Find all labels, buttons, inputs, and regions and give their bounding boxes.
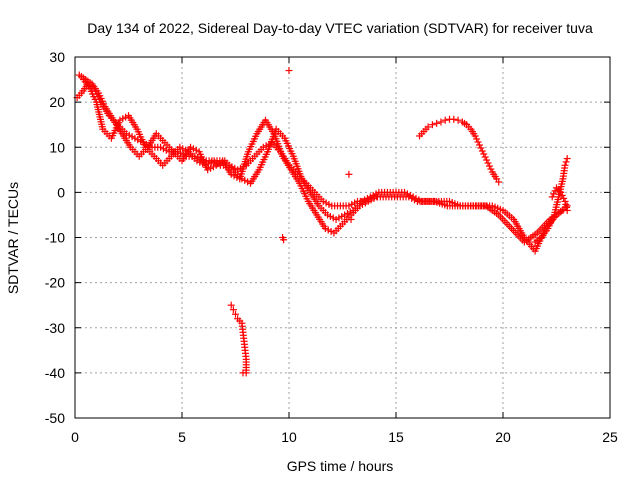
- data-point: [471, 132, 479, 140]
- data-point: [561, 161, 569, 169]
- x-tick-label: 20: [495, 429, 511, 445]
- plot-border: [74, 56, 611, 419]
- data-point: [563, 206, 571, 214]
- y-tick-label: 30: [49, 49, 65, 65]
- data-point: [548, 193, 556, 201]
- x-tick-label: 25: [602, 429, 618, 445]
- data-point: [450, 115, 458, 123]
- data-point: [280, 236, 288, 244]
- data-point: [227, 301, 235, 309]
- data-point: [232, 310, 239, 318]
- data-point: [345, 170, 353, 178]
- data-point: [437, 118, 445, 126]
- y-tick-label: 10: [49, 139, 65, 155]
- data-point: [433, 119, 441, 127]
- data-point: [562, 158, 570, 166]
- y-tick-label: -40: [45, 365, 65, 381]
- y-tick-label: -50: [45, 410, 65, 426]
- data-point: [562, 200, 570, 208]
- y-tick-label: -10: [45, 230, 65, 246]
- y-ticks: -50 -40 -30 -20 -10 0 10 20 30: [45, 49, 610, 426]
- data-point: [550, 190, 558, 198]
- y-tick-label: -30: [45, 320, 65, 336]
- x-axis-label: GPS time / hours: [287, 458, 394, 474]
- data-point: [454, 116, 462, 124]
- data-point: [441, 116, 449, 124]
- data-point: [563, 155, 571, 163]
- data-point: [239, 369, 247, 377]
- data-point: [484, 159, 492, 167]
- data-point: [495, 178, 503, 186]
- data-point: [474, 138, 482, 146]
- chart-title: Day 134 of 2022, Sidereal Day-to-day VTE…: [87, 20, 593, 36]
- x-tick-label: 5: [178, 429, 186, 445]
- data-point: [473, 135, 481, 143]
- data-point: [551, 187, 559, 195]
- y-tick-label: 20: [49, 94, 65, 110]
- data-point: [428, 121, 436, 129]
- y-tick-label: -20: [45, 275, 65, 291]
- data-point: [562, 203, 570, 211]
- data-point: [558, 191, 566, 199]
- data-point: [229, 306, 237, 314]
- x-tick-label: 0: [71, 429, 79, 445]
- data-point: [561, 197, 569, 205]
- data-point: [483, 156, 491, 164]
- data-point: [557, 188, 565, 196]
- data-markers: [73, 67, 571, 377]
- data-point: [485, 162, 493, 170]
- data-point: [480, 150, 488, 158]
- x-tick-label: 15: [388, 429, 404, 445]
- data-point: [373, 193, 381, 201]
- data-point: [424, 123, 432, 131]
- x-tick-label: 10: [281, 429, 297, 445]
- data-point: [347, 215, 355, 223]
- y-tick-label: 0: [57, 184, 65, 200]
- data-point: [560, 194, 568, 202]
- data-point: [475, 141, 483, 149]
- data-point: [481, 153, 489, 161]
- data-point: [477, 144, 485, 152]
- data-point: [487, 165, 495, 173]
- data-point: [478, 147, 486, 155]
- data-point: [285, 67, 293, 75]
- y-axis-label: SDTVAR / TECUs: [5, 182, 21, 294]
